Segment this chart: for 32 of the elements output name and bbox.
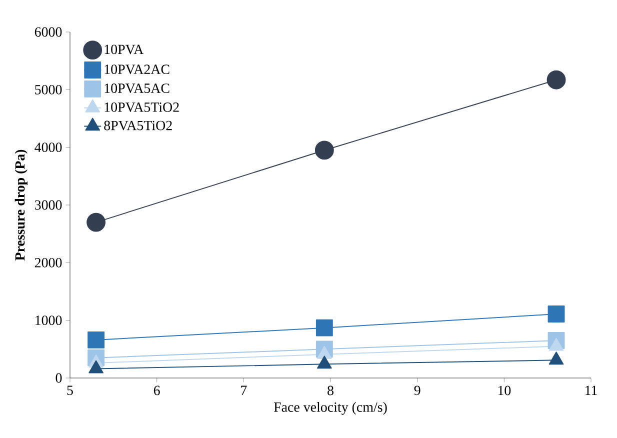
y-tick-label: 5000 bbox=[35, 84, 62, 94]
y-tick-label: 6000 bbox=[34, 27, 62, 37]
x-tick-label: 5 bbox=[67, 386, 73, 396]
y-tick-label: 3000 bbox=[35, 200, 62, 210]
y-tick-label: 4000 bbox=[34, 142, 62, 152]
legend-label: 10PVA bbox=[104, 44, 144, 54]
legend-label: 10PVA5AC bbox=[104, 84, 170, 94]
y-tick-label: 2000 bbox=[34, 258, 62, 268]
point bbox=[548, 306, 565, 322]
point bbox=[88, 331, 105, 348]
y-tick-label: 1000 bbox=[36, 316, 62, 326]
x-axis-title: Face velocity (cm/s) bbox=[274, 402, 387, 415]
point bbox=[317, 356, 332, 369]
legend-label: 8PVA5TiO2 bbox=[104, 120, 172, 130]
legend-label: 10PVA5TiO2 bbox=[104, 102, 179, 112]
x-tick-label: 6 bbox=[154, 386, 160, 396]
y-axis-title: Pressure drop (Pa) bbox=[14, 150, 28, 261]
x-tick-label: 8 bbox=[328, 386, 334, 396]
x-tick-label: 10 bbox=[498, 386, 511, 396]
legend-label: 10PVA2AC bbox=[104, 64, 170, 74]
x-tick-label: 7 bbox=[241, 386, 247, 395]
point bbox=[317, 346, 332, 359]
point bbox=[314, 140, 334, 160]
point bbox=[548, 352, 564, 365]
x-tick-label: 11 bbox=[586, 386, 597, 395]
point bbox=[548, 338, 564, 351]
point bbox=[316, 319, 333, 336]
x-tick-label: 9 bbox=[414, 386, 420, 396]
point bbox=[546, 70, 566, 90]
y-tick-label: 0 bbox=[56, 373, 62, 383]
point bbox=[86, 212, 106, 232]
point bbox=[88, 360, 104, 374]
